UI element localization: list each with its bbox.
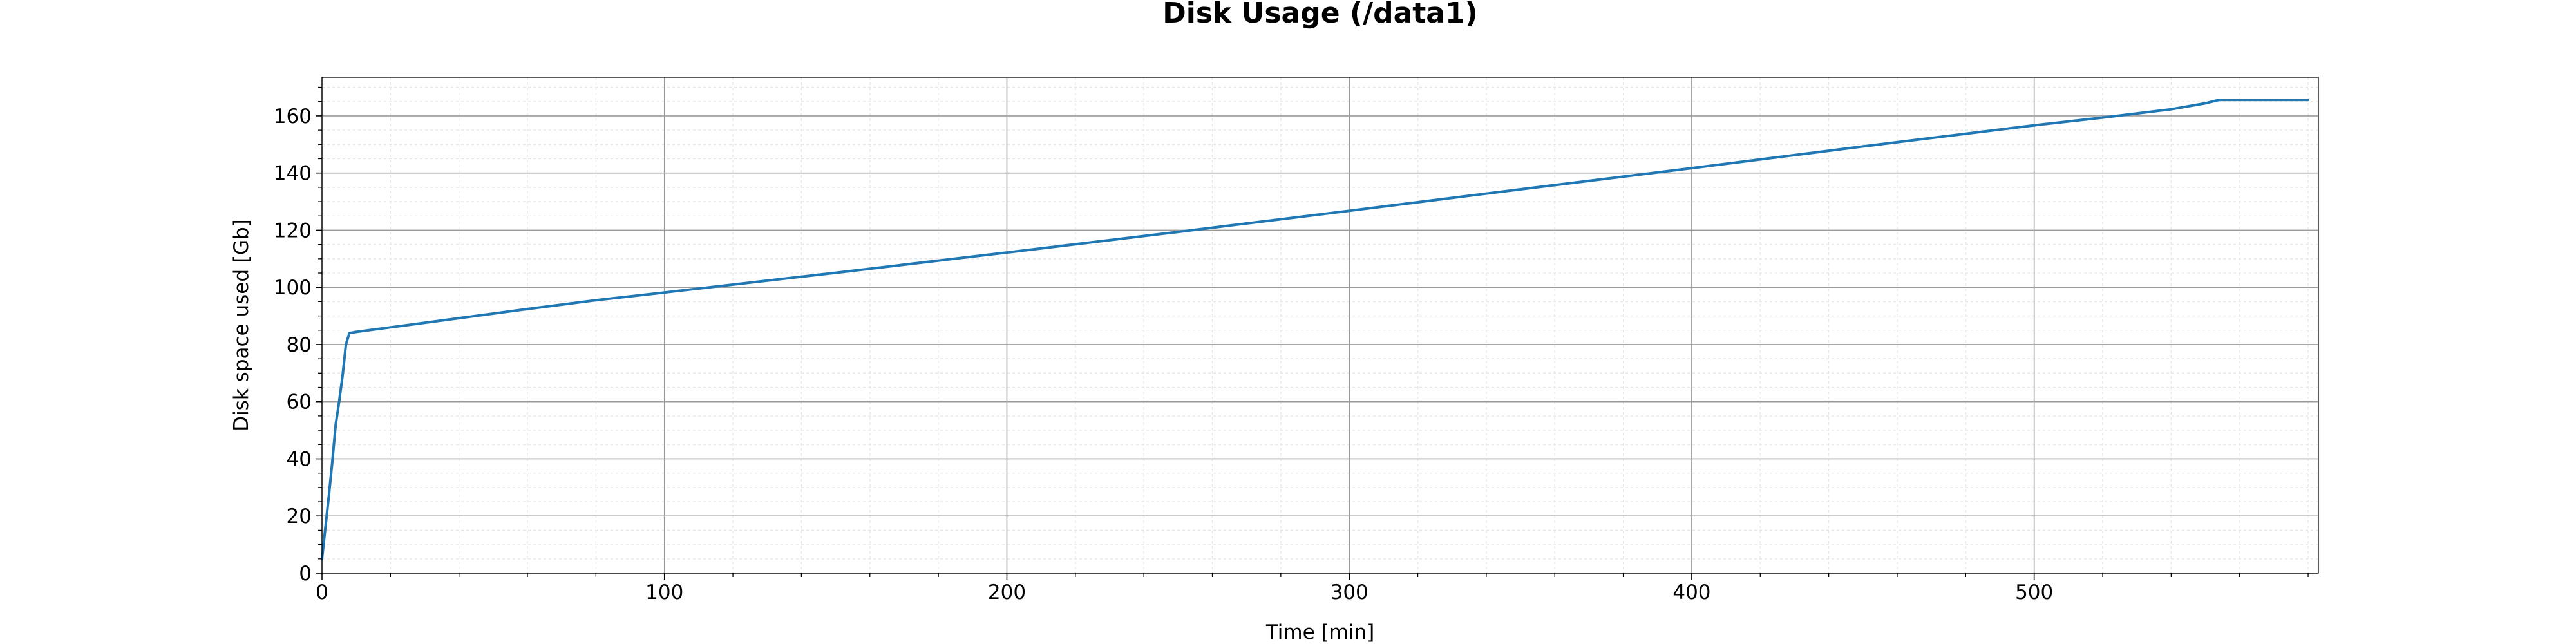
series-layer [321,99,2309,560]
x-tick-label: 100 [645,581,683,604]
x-tick-label: 400 [1672,581,1710,604]
y-axis-label: Disk space used [Gb] [230,219,253,431]
y-tick-label: 40 [287,448,312,471]
x-tick-label: 300 [1331,581,1368,604]
y-tick-label: 100 [274,276,312,299]
x-tick-label: 0 [316,581,328,604]
disk-usage-line [321,99,2309,560]
y-tick-label: 60 [287,391,312,414]
y-tick-label: 120 [274,219,312,242]
x-tick-label: 500 [2015,581,2053,604]
axis-ticks: 0 100 200 300 400 500 0 20 40 60 80 100 120 140 160 [274,86,2309,604]
y-tick-label: 160 [274,105,312,128]
plot-frame [321,77,2319,574]
chart-title: Disk Usage (/data1) [1162,0,1477,30]
y-tick-label: 0 [299,562,312,585]
minor-grid [322,77,2318,573]
y-tick-label: 20 [287,505,312,528]
x-tick-label: 200 [988,581,1026,604]
y-tick-label: 80 [287,334,312,357]
x-axis-label: Time [min] [1265,621,1374,644]
y-tick-label: 140 [274,162,312,185]
